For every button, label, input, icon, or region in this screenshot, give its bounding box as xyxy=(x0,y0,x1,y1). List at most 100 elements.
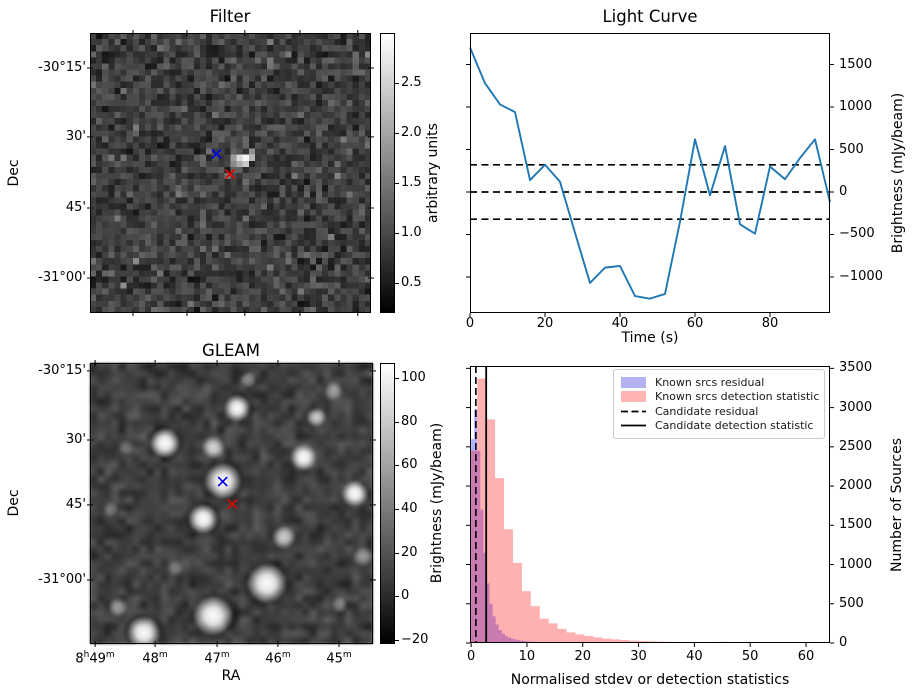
hist-bar xyxy=(629,640,638,643)
stat-tick-label: 20 xyxy=(574,649,591,664)
plot-frame xyxy=(470,366,830,643)
legend-patch xyxy=(621,376,646,388)
hist-bar xyxy=(557,628,567,643)
gleam-title: GLEAM xyxy=(202,341,260,360)
brightness-tick-label: −1000 xyxy=(839,268,883,284)
gleam-xlabel: RA xyxy=(221,668,241,684)
colorbar-tick-label: 80 xyxy=(401,414,418,429)
light-curve-title: Light Curve xyxy=(602,7,698,26)
time-tick-label: 0 xyxy=(465,316,475,331)
time-tick-label: 60 xyxy=(686,316,704,331)
stat-tick-label: 40 xyxy=(686,649,703,664)
hist-bar xyxy=(521,591,531,643)
legend-row: Candidate detection statistic xyxy=(621,419,817,433)
colorbar-tick xyxy=(395,183,399,184)
dec-tick-label: -31°00' xyxy=(38,572,86,587)
gleam-colorbar xyxy=(380,363,395,644)
time-tick-label: 40 xyxy=(611,316,629,331)
colorbar-tick xyxy=(395,422,399,423)
hist-bar xyxy=(495,624,499,643)
hist-bar xyxy=(520,640,524,643)
colorbar-tick xyxy=(395,553,399,554)
colorbar-tick-label: 2.0 xyxy=(401,125,422,140)
colorbar-tick-label: 100 xyxy=(401,370,426,385)
light-curve-plot xyxy=(466,33,834,317)
brightness-tick-label: 1000 xyxy=(839,99,873,114)
hist-bar xyxy=(498,630,502,643)
dec-tick-label: 45' xyxy=(65,200,86,215)
colorbar-tick xyxy=(395,283,399,284)
hist-bar xyxy=(483,552,487,643)
light-curve-xlabel: Time (s) xyxy=(621,330,679,346)
hist-bar xyxy=(511,638,515,643)
legend-solid-line xyxy=(621,425,646,427)
filter-overlay xyxy=(87,30,374,316)
dec-tick-label: 30' xyxy=(65,432,86,447)
legend-patch xyxy=(621,391,646,403)
stat-tick-label: 50 xyxy=(741,649,759,664)
stat-tick-label: 0 xyxy=(466,649,476,664)
filter-title: Filter xyxy=(209,7,251,26)
hist-bar xyxy=(501,633,505,643)
hist-bar xyxy=(486,583,490,643)
hist-bar xyxy=(514,639,518,643)
colorbar-tick xyxy=(395,465,399,466)
brightness-tick-label: 0 xyxy=(839,183,848,199)
colorbar-tick xyxy=(395,378,399,379)
colorbar-tick-label: 0 xyxy=(401,588,410,603)
gleam-ylabel: Dec xyxy=(6,489,22,517)
time-tick-label: 20 xyxy=(536,316,554,331)
hist-bar xyxy=(602,638,612,643)
legend-row: Known srcs detection statistic xyxy=(621,390,819,404)
hist-bar xyxy=(471,438,475,643)
count-tick-label: 500 xyxy=(839,595,864,611)
hist-bar xyxy=(566,632,576,643)
histogram-xlabel: Normalised stdev or detection statistics xyxy=(510,672,790,688)
hist-bar xyxy=(492,616,496,643)
legend-label: Candidate residual xyxy=(655,404,759,418)
dec-tick-label: 45' xyxy=(65,497,86,512)
colorbar-tick xyxy=(395,133,399,134)
stat-tick-label: 30 xyxy=(630,649,647,664)
hist-bar xyxy=(477,450,481,643)
plot-frame xyxy=(470,33,830,313)
gleam-overlay xyxy=(87,360,376,647)
hist-bar xyxy=(620,640,630,643)
hist-bar xyxy=(507,637,512,643)
count-tick-label: 3500 xyxy=(839,360,873,376)
ra-superscript: m xyxy=(158,650,168,660)
hist-bar xyxy=(539,618,549,643)
colorbar-tick xyxy=(395,596,399,597)
time-tick-label: 80 xyxy=(761,316,779,331)
colorbar-tick-label: 40 xyxy=(401,501,418,516)
ra-superscript: m xyxy=(281,650,291,660)
colorbar-tick xyxy=(395,640,399,641)
histogram-ylabel: Number of Sources xyxy=(889,438,905,573)
count-tick-label: 0 xyxy=(839,635,848,650)
dec-tick-label: 30' xyxy=(65,129,86,144)
hist-bar xyxy=(504,529,513,643)
brightness-tick-label: −500 xyxy=(839,226,875,242)
hist-bar xyxy=(495,478,505,643)
ra-tick-label: 45m xyxy=(326,650,352,667)
legend-label: Candidate detection statistic xyxy=(655,419,814,433)
histogram-plot xyxy=(466,366,834,647)
filter-colorbar xyxy=(380,33,395,313)
count-tick-label: 2500 xyxy=(839,438,873,454)
brightness-tick-label: 500 xyxy=(839,141,864,157)
colorbar-tick xyxy=(395,233,399,234)
histogram-legend: Known srcs residual Known srcs detection … xyxy=(613,369,825,439)
count-tick-label: 3000 xyxy=(839,399,873,415)
count-tick-label: 2000 xyxy=(839,478,873,494)
ra-tick-label: 48m xyxy=(142,650,168,667)
legend-row: Candidate residual xyxy=(621,404,817,418)
hist-bar xyxy=(575,634,585,643)
hist-bar xyxy=(512,562,522,643)
hist-bar xyxy=(470,450,478,643)
colorbar-tick-label: 60 xyxy=(401,457,418,472)
hist-bar xyxy=(486,419,496,643)
candidate-position-marker xyxy=(211,148,222,160)
light-curve-line xyxy=(469,47,831,300)
colorbar-tick xyxy=(395,509,399,510)
image-frame xyxy=(90,363,373,644)
